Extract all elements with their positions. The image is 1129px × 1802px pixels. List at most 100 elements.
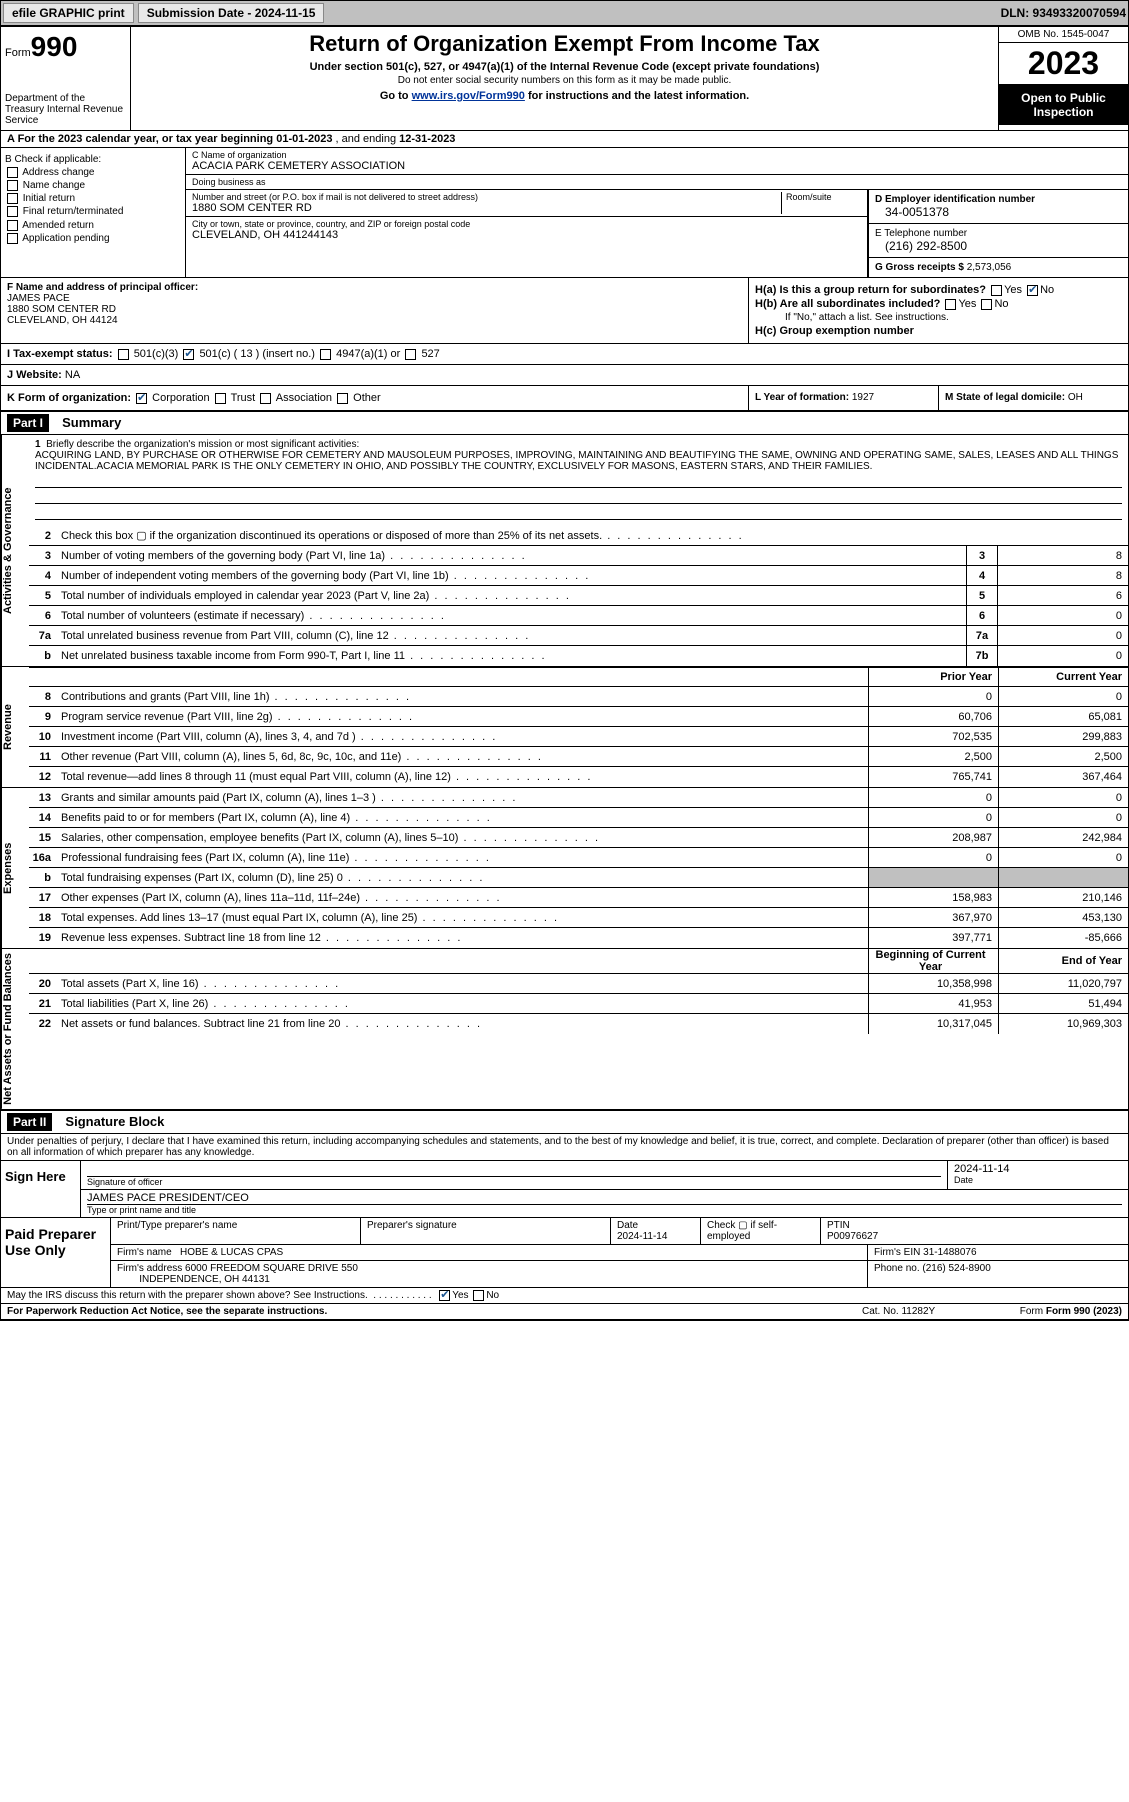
officer-addr2: CLEVELAND, OH 44124: [7, 315, 742, 326]
form-number: Form990: [5, 31, 126, 63]
trust-checkbox[interactable]: [215, 393, 226, 404]
row-a: A For the 2023 calendar year, or tax yea…: [1, 131, 1128, 148]
gov-line: 4Number of independent voting members of…: [29, 566, 1128, 586]
efile-button[interactable]: efile GRAPHIC print: [3, 3, 134, 23]
gross-value: 2,573,056: [967, 262, 1012, 273]
top-bar: efile GRAPHIC print Submission Date - 20…: [0, 0, 1129, 26]
section-h: H(a) Is this a group return for subordin…: [748, 278, 1128, 343]
header-middle: Return of Organization Exempt From Incom…: [131, 27, 998, 130]
phone-value: (216) 292-8500: [875, 239, 1122, 253]
501c-checkbox[interactable]: [183, 349, 194, 360]
form-title: Return of Organization Exempt From Incom…: [135, 31, 994, 57]
section-c: C Name of organization ACACIA PARK CEMET…: [186, 148, 1128, 277]
data-line: 15Salaries, other compensation, employee…: [29, 828, 1128, 848]
b-checkbox[interactable]: [7, 220, 18, 231]
data-line: bTotal fundraising expenses (Part IX, co…: [29, 868, 1128, 888]
discuss-row: May the IRS discuss this return with the…: [1, 1288, 1128, 1304]
section-klm: K Form of organization: Corporation Trus…: [1, 386, 1128, 412]
section-k: K Form of organization: Corporation Trus…: [1, 386, 748, 410]
city-value: CLEVELAND, OH 441244143: [192, 229, 861, 241]
gov-line: 6Total number of volunteers (estimate if…: [29, 606, 1128, 626]
b-item: Initial return: [5, 193, 181, 204]
b-label: B Check if applicable:: [5, 154, 181, 165]
discuss-yes-checkbox[interactable]: [439, 1290, 450, 1301]
org-name-label: C Name of organization: [192, 150, 1122, 160]
city-label: City or town, state or province, country…: [192, 219, 861, 229]
data-line: 13Grants and similar amounts paid (Part …: [29, 788, 1128, 808]
data-line: 10Investment income (Part VIII, column (…: [29, 727, 1128, 747]
discuss-no-checkbox[interactable]: [473, 1290, 484, 1301]
penalty-text: Under penalties of perjury, I declare th…: [1, 1134, 1128, 1161]
data-line: 11Other revenue (Part VIII, column (A), …: [29, 747, 1128, 767]
irs-link[interactable]: www.irs.gov/Form990: [412, 90, 525, 102]
b-item: Application pending: [5, 233, 181, 244]
gov-line: 5Total number of individuals employed in…: [29, 586, 1128, 606]
addr-value: 1880 SOM CENTER RD: [192, 202, 781, 214]
dba-label: Doing business as: [192, 177, 1122, 187]
sign-date-label: Date: [954, 1175, 1122, 1185]
revenue-block: Revenue Prior Year Current Year 8Contrib…: [1, 667, 1128, 788]
527-checkbox[interactable]: [405, 349, 416, 360]
ha-no-checkbox[interactable]: [1027, 285, 1038, 296]
pra-notice: For Paperwork Reduction Act Notice, see …: [7, 1306, 862, 1317]
assoc-checkbox[interactable]: [260, 393, 271, 404]
corp-checkbox[interactable]: [136, 393, 147, 404]
sig-officer-label: Signature of officer: [87, 1177, 941, 1187]
form-subtitle: Under section 501(c), 527, or 4947(a)(1)…: [135, 61, 994, 73]
gov-line: 3Number of voting members of the governi…: [29, 546, 1128, 566]
hb-no-checkbox[interactable]: [981, 299, 992, 310]
b-item: Address change: [5, 167, 181, 178]
org-name: ACACIA PARK CEMETERY ASSOCIATION: [192, 160, 1122, 172]
governance-block: Activities & Governance 1 Briefly descri…: [1, 435, 1128, 667]
data-line: 12Total revenue—add lines 8 through 11 (…: [29, 767, 1128, 787]
section-i: I Tax-exempt status: 501(c)(3) 501(c) ( …: [1, 344, 1128, 365]
b-checkbox[interactable]: [7, 233, 18, 244]
hb-yes-checkbox[interactable]: [945, 299, 956, 310]
officer-name-title: JAMES PACE PRESIDENT/CEO: [87, 1192, 1122, 1205]
501c3-checkbox[interactable]: [118, 349, 129, 360]
form-container: Form990 Department of the Treasury Inter…: [0, 26, 1129, 1321]
boy-header: Beginning of Current Year: [868, 949, 998, 973]
dept-text: Department of the Treasury Internal Reve…: [5, 93, 126, 126]
gross-label: G Gross receipts $: [875, 262, 964, 273]
paid-preparer-row: Paid Preparer Use Only Print/Type prepar…: [1, 1218, 1128, 1288]
hb-note: If "No," attach a list. See instructions…: [755, 312, 1122, 323]
ssn-note: Do not enter social security numbers on …: [135, 75, 994, 86]
data-line: 21Total liabilities (Part X, line 26)41,…: [29, 994, 1128, 1014]
data-line: 22Net assets or fund balances. Subtract …: [29, 1014, 1128, 1034]
expenses-label: Expenses: [1, 788, 29, 948]
4947-checkbox[interactable]: [320, 349, 331, 360]
part1-badge: Part I: [7, 414, 49, 432]
part2-header-row: Part II Signature Block: [1, 1111, 1128, 1134]
footer-row: For Paperwork Reduction Act Notice, see …: [1, 1304, 1128, 1320]
omb-number: OMB No. 1545-0047: [999, 27, 1128, 43]
b-checkbox[interactable]: [7, 167, 18, 178]
mission-label: Briefly describe the organization's miss…: [46, 439, 359, 450]
ha-yes-checkbox[interactable]: [991, 285, 1002, 296]
public-inspection: Open to Public Inspection: [999, 85, 1128, 125]
data-line: 16aProfessional fundraising fees (Part I…: [29, 848, 1128, 868]
instructions-link: Go to www.irs.gov/Form990 for instructio…: [135, 90, 994, 102]
other-checkbox[interactable]: [337, 393, 348, 404]
mission-text: ACQUIRING LAND, BY PURCHASE OR OTHERWISE…: [35, 450, 1122, 472]
part2-badge: Part II: [7, 1113, 52, 1131]
sign-here-row: Sign Here Signature of officer 2024-11-1…: [1, 1161, 1128, 1218]
b-checkbox[interactable]: [7, 180, 18, 191]
revenue-label: Revenue: [1, 667, 29, 787]
submission-button[interactable]: Submission Date - 2024-11-15: [138, 3, 325, 23]
part2-title: Signature Block: [55, 1114, 164, 1129]
addr-label: Number and street (or P.O. box if mail i…: [192, 192, 781, 202]
data-line: 9Program service revenue (Part VIII, lin…: [29, 707, 1128, 727]
phone-label: E Telephone number: [875, 228, 1122, 239]
officer-name: JAMES PACE: [7, 293, 742, 304]
ein-value: 34-0051378: [875, 205, 1122, 219]
room-label: Room/suite: [781, 192, 861, 214]
section-m: M State of legal domicile: OH: [938, 386, 1128, 410]
b-checkbox[interactable]: [7, 206, 18, 217]
section-deg: D Employer identification number 34-0051…: [868, 190, 1128, 277]
expenses-block: Expenses 13Grants and similar amounts pa…: [1, 788, 1128, 949]
b-checkbox[interactable]: [7, 193, 18, 204]
section-bcd: B Check if applicable: Address change Na…: [1, 148, 1128, 278]
gov-line: 2Check this box ▢ if the organization di…: [29, 526, 1128, 546]
part1-title: Summary: [52, 415, 121, 430]
